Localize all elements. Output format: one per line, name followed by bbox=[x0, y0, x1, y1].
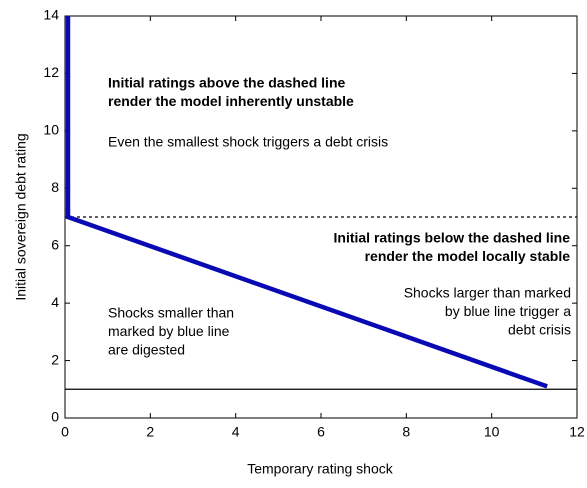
annotation: Initial ratings above the dashed line bbox=[108, 75, 345, 91]
x-tick-label: 10 bbox=[484, 424, 500, 440]
y-axis-label: Initial sovereign debt rating bbox=[13, 133, 29, 300]
y-tick-label: 8 bbox=[51, 179, 59, 195]
annotation: debt crisis bbox=[508, 322, 571, 338]
x-tick-label: 12 bbox=[569, 424, 585, 440]
x-tick-label: 2 bbox=[146, 424, 154, 440]
y-tick-label: 2 bbox=[51, 351, 59, 367]
annotation: by blue line trigger a bbox=[445, 303, 571, 319]
x-tick-label: 4 bbox=[232, 424, 240, 440]
y-tick-label: 10 bbox=[43, 122, 59, 138]
data-line bbox=[65, 16, 548, 389]
y-tick-label: 14 bbox=[43, 7, 59, 23]
annotation: are digested bbox=[108, 342, 185, 358]
y-tick-label: 4 bbox=[51, 294, 59, 310]
y-tick-label: 6 bbox=[51, 236, 59, 252]
annotation: Shocks smaller than bbox=[108, 305, 234, 321]
annotation: Shocks larger than marked bbox=[404, 285, 571, 301]
annotation: render the model locally stable bbox=[365, 248, 571, 264]
y-tick-label: 0 bbox=[51, 409, 59, 425]
x-tick-label: 6 bbox=[317, 424, 325, 440]
annotation: Initial ratings below the dashed line bbox=[334, 230, 571, 246]
annotation: marked by blue line bbox=[108, 323, 230, 339]
x-axis-label: Temporary rating shock bbox=[247, 461, 394, 477]
x-tick-label: 0 bbox=[61, 424, 69, 440]
annotation: Even the smallest shock triggers a debt … bbox=[108, 134, 388, 150]
y-tick-label: 12 bbox=[43, 64, 59, 80]
annotation: render the model inherently unstable bbox=[108, 93, 354, 109]
x-tick-label: 8 bbox=[402, 424, 410, 440]
